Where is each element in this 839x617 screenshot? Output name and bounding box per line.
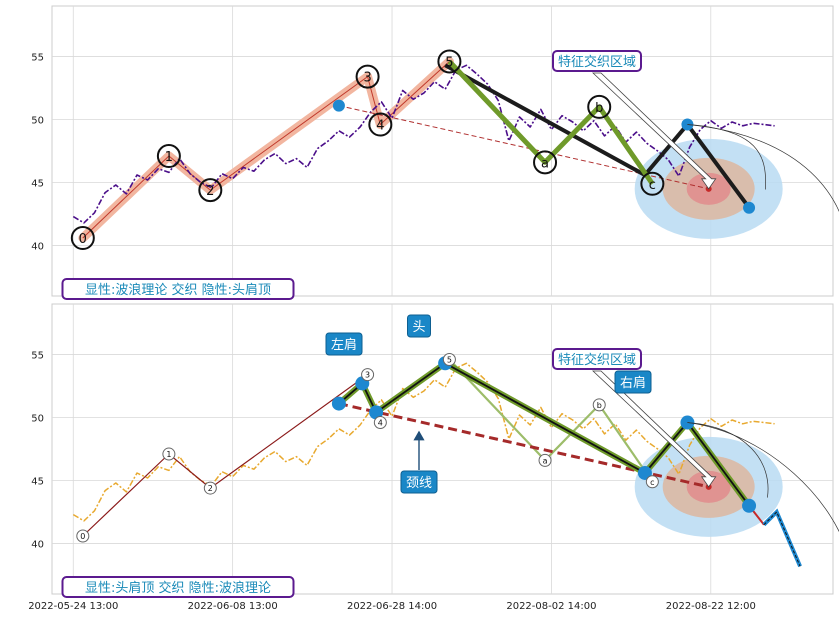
wave-marker <box>70 226 95 250</box>
wave-marker <box>645 475 659 489</box>
wave-marker <box>368 112 393 137</box>
wave-marker <box>538 453 552 467</box>
wave-marker <box>373 416 387 430</box>
label-head-box <box>407 314 431 338</box>
x-tick-label: 2022-06-08 13:00 <box>188 601 278 612</box>
panel-caption-box <box>61 278 295 300</box>
y-tick-label: 40 <box>31 540 44 551</box>
pattern-point <box>742 498 757 513</box>
impulse-wave-line <box>82 374 368 537</box>
projection-curve <box>687 124 839 213</box>
correction-wave-line <box>447 59 655 186</box>
y-tick-label: 40 <box>31 242 44 253</box>
wave-label: 0 <box>79 232 87 247</box>
projection-line <box>763 511 801 567</box>
wave-marker <box>355 64 380 89</box>
wave-label: 5 <box>445 55 453 70</box>
pattern-point <box>637 465 652 480</box>
x-tick-label: 2022-08-22 12:00 <box>666 601 756 612</box>
wave-label: b <box>595 101 603 116</box>
label-left-shoulder: 左肩 <box>331 337 357 353</box>
projection-curve <box>687 422 839 533</box>
x-tick-label: 2022-06-28 14:00 <box>347 601 437 612</box>
impulse-wave-line <box>82 61 450 239</box>
y-tick-label: 45 <box>31 179 44 190</box>
wave-label: 5 <box>447 355 452 364</box>
price-series <box>72 64 775 224</box>
x-tick-label: 2022-08-02 14:00 <box>506 601 596 612</box>
wave-marker <box>533 150 558 175</box>
wave-marker <box>640 171 665 196</box>
wave-label: 3 <box>365 371 370 380</box>
projection-curve <box>687 422 769 498</box>
wave-label: 0 <box>80 532 85 541</box>
panel-caption-box <box>61 576 295 598</box>
pattern-point <box>681 118 694 131</box>
wave-label: 1 <box>166 450 171 459</box>
y-tick-label: 50 <box>31 115 44 126</box>
label-right-shoulder-box <box>614 370 652 394</box>
x-tick-label: 2022-05-24 13:00 <box>28 601 118 612</box>
head-shoulder-line <box>444 63 751 209</box>
wave-label: a <box>543 456 548 465</box>
callout-label-box <box>552 348 642 370</box>
wave-label: c <box>649 178 656 193</box>
wave-marker <box>437 49 462 74</box>
pattern-point <box>331 396 346 411</box>
label-left-shoulder-box <box>325 332 363 356</box>
callout-label: 特征交织区域 <box>558 54 636 70</box>
wave-label: 4 <box>376 119 384 134</box>
y-tick-label: 55 <box>31 52 44 63</box>
wave-marker <box>442 352 456 366</box>
wave-label: 3 <box>363 71 371 86</box>
wave-label: a <box>541 156 549 171</box>
label-right-shoulder: 右肩 <box>620 375 646 391</box>
pattern-point <box>369 405 384 420</box>
wave-label: 4 <box>378 419 383 428</box>
callout-arrow <box>591 72 717 190</box>
wave-marker <box>203 481 217 495</box>
wave-marker <box>198 178 223 203</box>
wave-label: 2 <box>208 484 213 493</box>
callout-label-box <box>552 50 642 72</box>
wave-marker <box>156 144 181 169</box>
pattern-point <box>332 99 345 112</box>
label-head: 头 <box>412 320 425 335</box>
wave-label: b <box>597 401 602 410</box>
wave-label: 1 <box>165 150 173 165</box>
wave-marker <box>587 94 612 119</box>
wave-marker <box>162 447 176 461</box>
wave-marker <box>76 529 90 543</box>
pattern-point <box>743 201 756 214</box>
y-tick-label: 55 <box>31 350 44 361</box>
y-tick-label: 45 <box>31 477 44 488</box>
y-tick-label: 50 <box>31 413 44 424</box>
wave-marker <box>361 368 375 382</box>
wave-marker <box>592 398 606 412</box>
wave-label: 2 <box>206 184 214 199</box>
wave-label: c <box>650 478 654 487</box>
panel-caption: 显性:头肩顶 交织 隐性:波浪理论 <box>85 580 271 596</box>
label-neckline: 颈线 <box>406 476 432 491</box>
label-neckline-box <box>400 470 438 494</box>
panel-caption: 显性:波浪理论 交织 隐性:头肩顶 <box>85 282 271 298</box>
callout-label: 特征交织区域 <box>558 352 636 368</box>
